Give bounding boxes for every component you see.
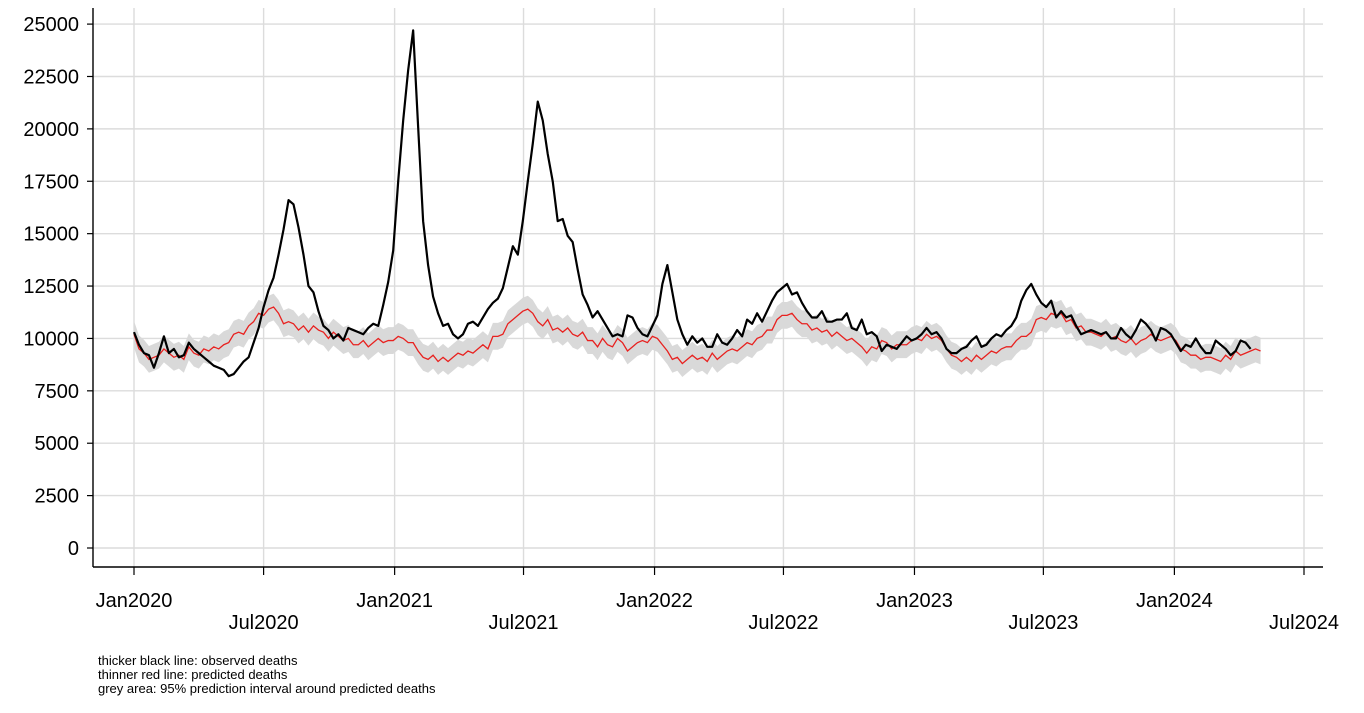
y-axis-ticks: 0 2500 5000 7500 10000 12500 15000 17500 20000 22… — [23, 14, 93, 560]
note-predicted: thinner red line: predicted deaths — [98, 667, 288, 682]
predicted-deaths-line — [133, 306, 1261, 365]
x-tick-label: Jan2024 — [1136, 590, 1213, 612]
y-tick-label: 20000 — [23, 119, 79, 141]
x-tick-label: Jan2021 — [356, 590, 433, 612]
y-tick-label: 22500 — [23, 66, 79, 88]
x-axis-ticks: Jan2020 Jul2020 Jan2021 Jul2021 Jan2022 Jul20… — [96, 567, 1339, 634]
x-tick-label: Jan2023 — [876, 590, 953, 612]
y-tick-label: 17500 — [23, 171, 79, 193]
axes — [92, 8, 1323, 568]
y-tick-label: 2500 — [35, 486, 80, 508]
observed-deaths-line — [132, 29, 1252, 378]
prediction-interval-band — [134, 293, 1261, 377]
grid — [93, 8, 1323, 567]
y-tick-label: 7500 — [35, 381, 80, 403]
x-tick-label: Jul2020 — [229, 612, 299, 634]
note-interval: grey area: 95% prediction interval aroun… — [98, 681, 436, 696]
y-tick-label: 12500 — [23, 276, 79, 298]
x-tick-label: Jul2022 — [748, 612, 818, 634]
y-tick-label: 0 — [68, 538, 79, 560]
note-observed: thicker black line: observed deaths — [98, 653, 298, 668]
chart-notes: thicker black line: observed deaths thin… — [98, 654, 436, 696]
x-tick-label: Jul2023 — [1008, 612, 1078, 634]
x-tick-label: Jul2024 — [1269, 612, 1339, 634]
x-tick-label: Jan2020 — [96, 590, 173, 612]
y-tick-label: 10000 — [23, 328, 79, 350]
y-tick-label: 5000 — [35, 433, 80, 455]
y-tick-label: 25000 — [23, 14, 79, 36]
y-tick-label: 15000 — [23, 224, 79, 246]
x-tick-label: Jul2021 — [488, 612, 558, 634]
x-tick-label: Jan2022 — [616, 590, 693, 612]
